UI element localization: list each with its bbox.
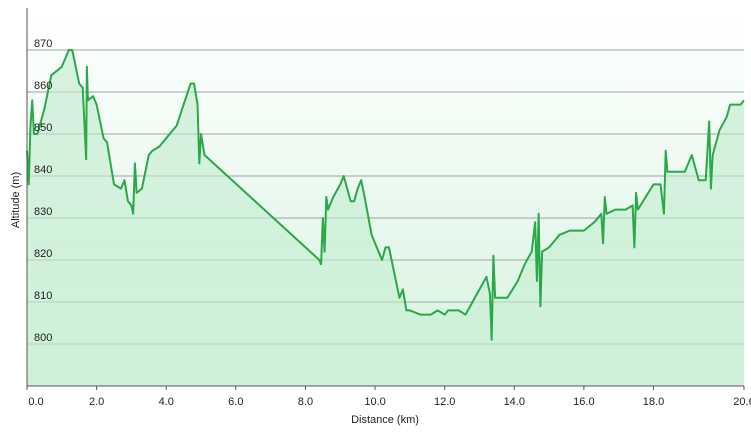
y-axis-title: Altitude (m) [10, 172, 22, 228]
x-tick-label: 8.0 [298, 396, 313, 408]
y-tick-label: 820 [34, 248, 52, 260]
y-tick-label: 800 [34, 332, 52, 344]
x-tick-label: 0.0 [28, 396, 43, 408]
x-tick-label: 4.0 [159, 396, 174, 408]
x-tick-label: 2.0 [89, 396, 104, 408]
elevation-line [26, 49, 745, 341]
x-axis-title: Distance (km) [351, 414, 419, 426]
y-tick-label: 870 [34, 38, 52, 50]
x-tick-label: 18.0 [643, 396, 664, 408]
y-tick-label: 840 [34, 164, 52, 176]
y-tick-label: 850 [34, 122, 52, 134]
y-tick-label: 830 [34, 206, 52, 218]
y-tick-label: 860 [34, 80, 52, 92]
y-tick-label: 810 [34, 290, 52, 302]
x-tick-label: 14.0 [504, 396, 525, 408]
x-tick-label: 6.0 [228, 396, 243, 408]
area-fill [27, 50, 744, 386]
x-tick-label: 10.0 [364, 396, 385, 408]
x-tick-label: 16.0 [573, 396, 594, 408]
x-tick-label: 20.6 [733, 396, 751, 408]
x-tick-label: 12.0 [434, 396, 455, 408]
